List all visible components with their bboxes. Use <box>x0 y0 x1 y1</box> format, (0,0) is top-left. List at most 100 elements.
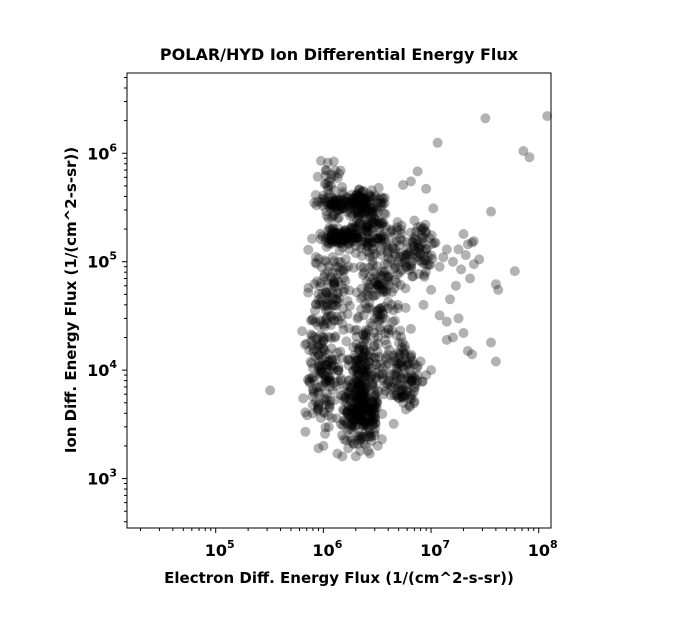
data-point <box>356 414 367 425</box>
data-point <box>317 367 328 378</box>
data-point <box>426 250 437 261</box>
data-point <box>380 385 391 396</box>
data-point <box>329 231 340 242</box>
data-point <box>380 221 391 232</box>
data-point <box>394 348 405 359</box>
data-point <box>351 370 362 380</box>
data-point <box>311 299 322 310</box>
data-point <box>372 312 383 323</box>
data-point <box>346 411 356 422</box>
data-point <box>350 451 361 462</box>
data-point <box>360 333 371 344</box>
data-point <box>351 331 362 342</box>
data-point <box>376 218 387 229</box>
data-point <box>343 200 354 210</box>
data-point <box>387 225 398 236</box>
data-point <box>351 192 361 203</box>
data-point <box>332 288 343 299</box>
data-point <box>302 374 313 385</box>
data-point <box>367 380 377 391</box>
data-point <box>359 203 370 214</box>
data-point <box>453 313 464 324</box>
data-point <box>412 166 423 177</box>
data-point <box>390 250 400 261</box>
data-point <box>360 357 370 368</box>
data-point <box>313 443 324 454</box>
data-point <box>335 231 346 242</box>
data-point <box>400 390 411 401</box>
data-point <box>361 419 372 430</box>
data-point <box>326 234 337 245</box>
data-point <box>315 360 326 371</box>
data-point <box>360 364 371 375</box>
data-point <box>304 376 314 387</box>
data-point <box>376 197 387 208</box>
data-point <box>340 224 351 235</box>
data-point <box>542 111 553 122</box>
data-point <box>388 382 399 393</box>
data-point <box>353 369 364 380</box>
data-point <box>369 341 379 352</box>
data-point <box>355 242 366 253</box>
data-point <box>352 431 363 442</box>
data-point <box>337 242 348 253</box>
data-point <box>358 210 369 221</box>
data-point <box>337 189 348 200</box>
data-point <box>390 355 401 366</box>
data-point <box>400 249 411 260</box>
data-point <box>350 199 361 210</box>
data-point <box>354 341 365 352</box>
data-point <box>329 282 340 292</box>
data-point <box>421 227 432 238</box>
data-point <box>320 300 331 311</box>
data-point <box>322 300 333 311</box>
data-point <box>355 380 366 391</box>
data-point <box>323 287 334 298</box>
data-point <box>341 233 352 244</box>
data-point <box>347 410 358 421</box>
data-point <box>366 416 376 427</box>
data-point <box>319 271 330 282</box>
data-point <box>374 303 385 314</box>
data-point <box>356 401 367 411</box>
data-point <box>315 317 326 328</box>
data-point <box>339 434 350 445</box>
data-point <box>357 367 368 378</box>
data-point <box>462 346 473 356</box>
data-point <box>338 415 349 426</box>
data-point <box>345 234 356 245</box>
data-point <box>331 381 342 392</box>
data-point <box>320 236 331 247</box>
data-point <box>363 350 374 361</box>
data-point <box>480 113 491 124</box>
data-point <box>319 377 330 387</box>
data-point <box>352 232 363 243</box>
data-point <box>378 286 389 297</box>
data-point <box>404 250 415 261</box>
data-point <box>325 272 336 283</box>
data-point <box>362 205 373 216</box>
data-point <box>405 352 416 363</box>
data-point <box>414 248 425 259</box>
data-point <box>310 317 321 328</box>
data-point <box>375 245 386 256</box>
data-point <box>323 239 334 249</box>
data-point <box>367 419 378 430</box>
data-point <box>347 223 358 233</box>
data-point <box>369 411 380 422</box>
data-point <box>324 233 335 244</box>
data-point <box>409 398 419 409</box>
data-point <box>410 244 420 255</box>
data-point <box>307 233 318 244</box>
data-point <box>425 259 436 270</box>
data-point <box>320 287 331 297</box>
data-point <box>360 367 371 378</box>
data-point <box>403 248 414 259</box>
data-point <box>407 271 418 282</box>
data-point <box>401 261 412 272</box>
data-point <box>303 244 314 255</box>
data-point <box>353 406 364 417</box>
data-point <box>324 399 335 410</box>
data-point <box>378 369 388 379</box>
data-point <box>372 347 383 358</box>
